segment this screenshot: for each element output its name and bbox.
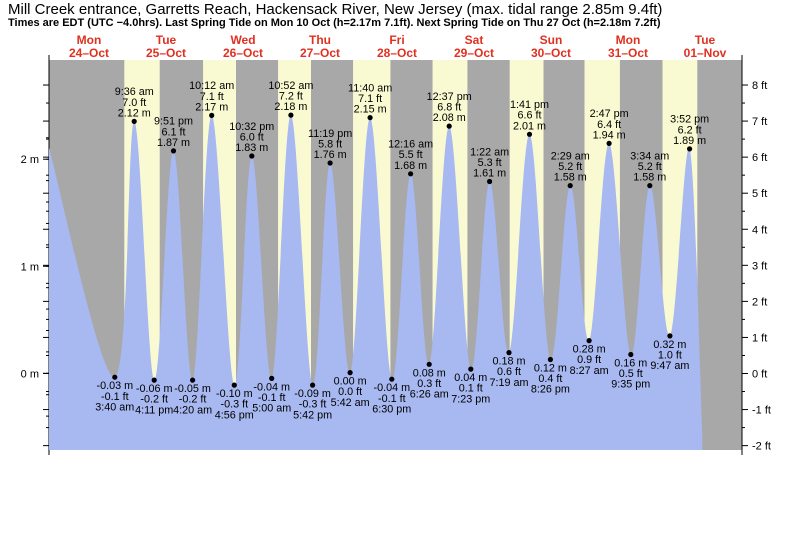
svg-text:8:26 pm: 8:26 pm [531, 384, 570, 396]
svg-text:1.76 m: 1.76 m [314, 149, 347, 161]
svg-text:5:00 am: 5:00 am [252, 403, 291, 415]
svg-text:7 ft: 7 ft [752, 116, 767, 128]
svg-text:9:47 am: 9:47 am [650, 360, 689, 372]
svg-text:5:42 am: 5:42 am [331, 397, 370, 409]
svg-text:1.83 m: 1.83 m [235, 142, 268, 154]
svg-text:3 ft: 3 ft [752, 260, 767, 272]
svg-text:2.18 m: 2.18 m [274, 101, 307, 113]
svg-text:1.61 m: 1.61 m [473, 168, 506, 180]
svg-text:6:30 pm: 6:30 pm [372, 403, 411, 415]
svg-text:5:42 pm: 5:42 pm [293, 409, 332, 421]
svg-text:8:27 am: 8:27 am [570, 365, 609, 377]
svg-text:4:11 pm: 4:11 pm [135, 404, 173, 416]
svg-text:2.12 m: 2.12 m [118, 107, 151, 119]
svg-text:9:35 pm: 9:35 pm [611, 379, 650, 391]
svg-text:6:26 am: 6:26 am [410, 389, 449, 401]
svg-text:7:23 pm: 7:23 pm [451, 393, 490, 405]
svg-text:1.68 m: 1.68 m [394, 160, 427, 172]
svg-text:4:56 pm: 4:56 pm [215, 409, 254, 421]
svg-text:-1 ft: -1 ft [752, 405, 771, 417]
svg-text:0 ft: 0 ft [752, 369, 767, 381]
svg-text:1.87 m: 1.87 m [157, 137, 190, 149]
svg-text:2.08 m: 2.08 m [433, 112, 466, 124]
svg-text:1 m: 1 m [21, 261, 39, 273]
svg-text:8 ft: 8 ft [752, 80, 767, 92]
svg-text:3:40 am: 3:40 am [95, 401, 134, 413]
svg-text:4 ft: 4 ft [752, 224, 767, 236]
svg-text:-2 ft: -2 ft [752, 441, 771, 453]
svg-text:2 m: 2 m [21, 154, 39, 166]
svg-text:2.17 m: 2.17 m [195, 101, 228, 113]
svg-text:1.58 m: 1.58 m [554, 172, 587, 184]
svg-text:1.58 m: 1.58 m [633, 172, 666, 184]
svg-text:2.15 m: 2.15 m [354, 104, 387, 116]
svg-text:1 ft: 1 ft [752, 332, 767, 344]
svg-text:5 ft: 5 ft [752, 188, 767, 200]
svg-text:1.89 m: 1.89 m [673, 135, 706, 147]
svg-text:2 ft: 2 ft [752, 296, 767, 308]
svg-text:1.94 m: 1.94 m [593, 129, 626, 141]
svg-text:4:20 am: 4:20 am [173, 404, 212, 416]
svg-text:0 m: 0 m [21, 368, 39, 380]
svg-text:7:19 am: 7:19 am [489, 377, 528, 389]
svg-text:2.01 m: 2.01 m [513, 120, 546, 132]
svg-text:6 ft: 6 ft [752, 152, 767, 164]
